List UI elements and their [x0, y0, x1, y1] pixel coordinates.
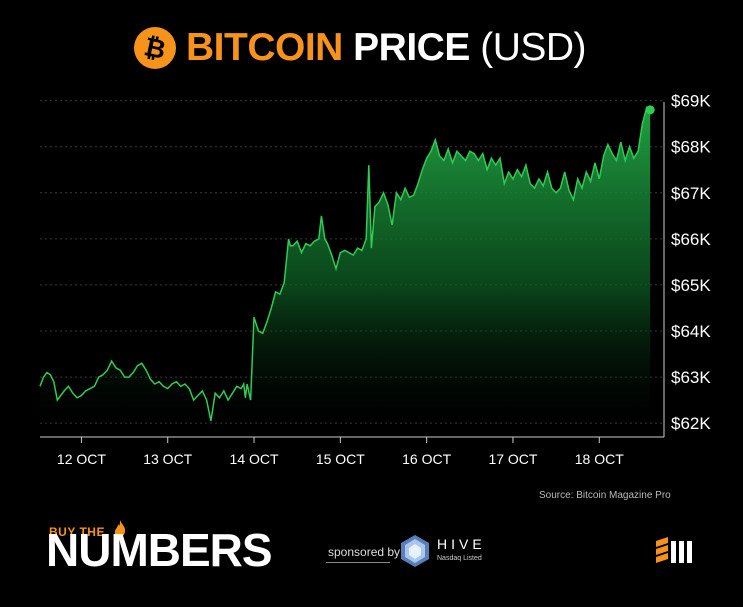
- chart-title: BITCOIN PRICE (USD): [186, 22, 587, 74]
- x-tick-label: 16 OCT: [402, 451, 451, 467]
- x-tick-label: 18 OCT: [575, 451, 624, 467]
- sponsored-by-label: sponsored by: [328, 545, 401, 559]
- title-bar: ₿ BITCOIN PRICE (USD): [0, 22, 743, 74]
- bitcoin-icon: ₿: [134, 27, 176, 69]
- numbers-logo: NUMBERS: [46, 524, 273, 576]
- hive-sub: Nasdaq Listed: [437, 555, 482, 562]
- flame-icon: [114, 520, 126, 538]
- hive-name: HIVE: [437, 536, 486, 552]
- x-tick-label: 14 OCT: [230, 451, 279, 467]
- x-axis-ticks: 12 OCT 13 OCT 14 OCT 15 OCT 16 OCT 17 OCT 18 O…: [57, 437, 624, 467]
- x-tick-label: 13 OCT: [143, 451, 192, 467]
- y-tick-label: $68K: [671, 138, 711, 157]
- y-tick-label: $67K: [671, 184, 711, 203]
- x-tick-label: 15 OCT: [316, 451, 365, 467]
- y-tick-label: $69K: [671, 92, 711, 111]
- x-tick-label: 17 OCT: [488, 451, 537, 467]
- title-accent: BITCOIN: [186, 26, 343, 69]
- y-tick-label: $63K: [671, 368, 711, 387]
- y-tick-label: $65K: [671, 276, 711, 295]
- y-tick-label: $64K: [671, 322, 711, 341]
- sponsored-underline: [326, 562, 390, 563]
- title-unit: (USD): [480, 26, 587, 69]
- y-tick-label: $66K: [671, 230, 711, 249]
- price-area: [40, 107, 651, 437]
- x-tick-label: 12 OCT: [57, 451, 106, 467]
- hive-hexagon-icon: [401, 535, 429, 567]
- source-note: Source: Bitcoin Magazine Pro: [539, 490, 671, 501]
- latest-price-dot: [645, 105, 655, 115]
- y-axis-ticks: $62K $63K $64K $65K $66K $67K $68K $69K: [671, 92, 711, 434]
- price-line: [39, 106, 651, 422]
- y-tick-label: $62K: [671, 414, 711, 433]
- title-main: PRICE: [353, 26, 470, 69]
- buy-the-label: BUY THE: [49, 525, 105, 539]
- bitcoin-magazine-logo-icon: [656, 537, 692, 563]
